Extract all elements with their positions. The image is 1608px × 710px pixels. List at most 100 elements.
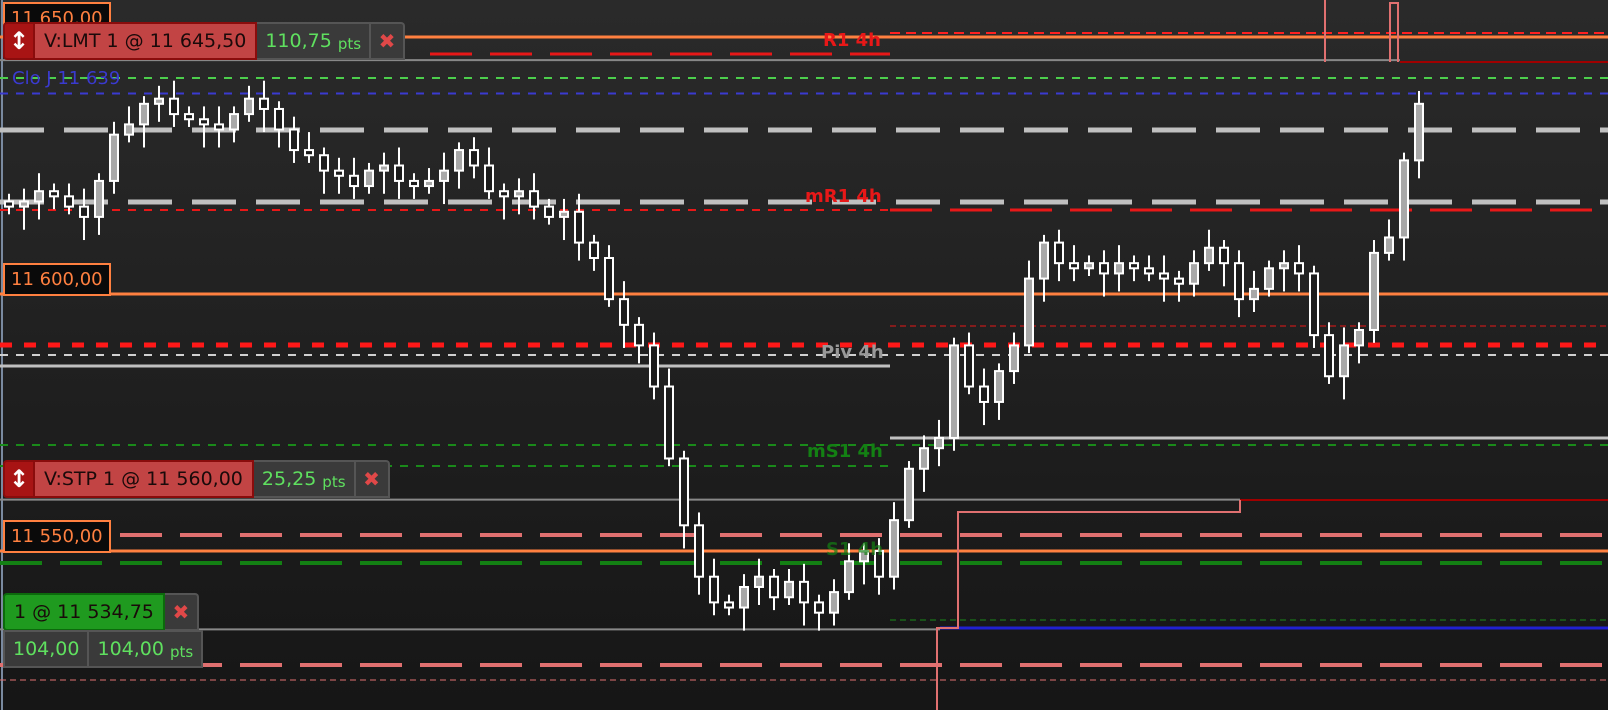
- position-pnl-value: 104,00: [3, 630, 90, 668]
- candle-body: [529, 190, 539, 208]
- candle-body: [454, 149, 464, 172]
- candle-body: [1129, 262, 1139, 270]
- candle-body: [124, 123, 134, 136]
- up-down-arrow-icon[interactable]: ↕: [3, 460, 35, 498]
- close-position-button[interactable]: ✖: [164, 593, 199, 631]
- candle-body: [4, 200, 14, 208]
- candle-body: [319, 154, 329, 172]
- candle-body: [889, 519, 899, 578]
- candle-body: [274, 107, 284, 131]
- candle-body: [1009, 344, 1019, 373]
- candle-body: [34, 190, 44, 203]
- candle-body: [934, 436, 944, 450]
- candle-body: [1234, 262, 1244, 301]
- stop-order-tag[interactable]: ↕ V:STP 1 @ 11 560,00 25,25 pts ✖: [3, 460, 390, 498]
- candle-body: [424, 179, 434, 188]
- close-prev-day-label: Clo J 11 639: [12, 68, 121, 89]
- candle-body: [964, 344, 974, 388]
- points-unit: pts: [337, 35, 362, 53]
- candle-body: [304, 149, 314, 157]
- candle-body: [679, 457, 689, 527]
- candle-body: [1294, 262, 1304, 275]
- candle-body: [394, 164, 404, 182]
- candle-body: [1384, 236, 1394, 254]
- limit-order-points: 110,75 pts: [257, 22, 372, 60]
- candle-body: [514, 190, 524, 198]
- stop-order-points: 25,25 pts: [253, 460, 356, 498]
- candle-body: [664, 385, 674, 460]
- candle-body: [94, 179, 104, 218]
- candle-body: [1084, 262, 1094, 270]
- position-pnl: 104,00 104,00 pts: [3, 630, 204, 668]
- candle-body: [439, 169, 449, 182]
- candle-body: [754, 575, 764, 588]
- candle-body: [1189, 262, 1199, 285]
- cancel-stop-order-button[interactable]: ✖: [355, 460, 390, 498]
- candle-body: [259, 97, 269, 110]
- candle-body: [1069, 262, 1079, 270]
- candle-body: [214, 123, 224, 131]
- candle-body: [1354, 328, 1364, 347]
- candle-body: [1204, 246, 1214, 265]
- position-label[interactable]: 1 @ 11 534,75: [3, 593, 165, 631]
- candle-body: [859, 550, 869, 563]
- candle-body: [739, 585, 749, 609]
- candle-body: [634, 323, 644, 347]
- candle-body: [694, 524, 704, 578]
- close-x-icon: ✖: [378, 29, 396, 53]
- candle-body: [184, 113, 194, 121]
- limit-order-label[interactable]: V:LMT 1 @ 11 645,50: [35, 22, 258, 60]
- candle-body: [1099, 262, 1109, 275]
- piv-label: Piv 4h: [821, 342, 884, 363]
- up-down-arrow-icon[interactable]: ↕: [3, 22, 35, 60]
- candle-body: [814, 601, 824, 614]
- candle-body: [499, 190, 509, 198]
- candle-body: [349, 174, 359, 188]
- candle-body: [574, 210, 584, 244]
- candle-body: [379, 164, 389, 172]
- candle-body: [409, 179, 419, 188]
- price-label-11600: 11 600,00: [3, 263, 111, 296]
- candle-body: [1159, 272, 1169, 280]
- points-unit: pts: [322, 473, 346, 491]
- limit-order-tag[interactable]: ↕ V:LMT 1 @ 11 645,50 110,75 pts ✖: [3, 22, 406, 60]
- candle-body: [1414, 102, 1424, 162]
- candle-body: [1399, 159, 1409, 239]
- position-tag[interactable]: 1 @ 11 534,75 ✖: [3, 593, 199, 631]
- close-x-icon: ✖: [363, 467, 380, 491]
- candle-body: [589, 241, 599, 260]
- candle-body: [1309, 272, 1319, 337]
- candle-body: [949, 344, 959, 439]
- candle-body: [904, 467, 914, 522]
- candle-body: [844, 560, 854, 594]
- candle-body: [1249, 287, 1259, 301]
- cancel-limit-order-button[interactable]: ✖: [371, 22, 406, 60]
- position-pnl-points: 104,00 pts: [89, 630, 204, 668]
- ms1-label: mS1 4h: [807, 441, 883, 462]
- candle-body: [724, 601, 734, 609]
- candle-body: [559, 210, 569, 218]
- candle-body: [1264, 267, 1274, 290]
- candle-body: [1114, 262, 1124, 275]
- candle-body: [469, 149, 479, 167]
- pink-step-line-bottom: [936, 500, 1241, 710]
- candle-body: [784, 580, 794, 599]
- candle-body: [139, 102, 149, 126]
- stop-order-label[interactable]: V:STP 1 @ 11 560,00: [35, 460, 254, 498]
- candle-body: [874, 550, 884, 578]
- candle-body: [1339, 344, 1349, 378]
- candle-body: [109, 133, 119, 182]
- candle-body: [229, 113, 239, 131]
- candle-body: [169, 97, 179, 116]
- candle-body: [289, 128, 299, 152]
- candle-body: [919, 447, 929, 470]
- candle-body: [544, 205, 554, 218]
- candle-body: [799, 580, 809, 604]
- price-label-11550: 11 550,00: [3, 520, 111, 553]
- candle-body: [979, 385, 989, 403]
- close-x-icon: ✖: [172, 600, 190, 624]
- candle-body: [769, 575, 779, 599]
- candle-body: [49, 190, 59, 198]
- limit-points-value: 110,75: [265, 30, 332, 52]
